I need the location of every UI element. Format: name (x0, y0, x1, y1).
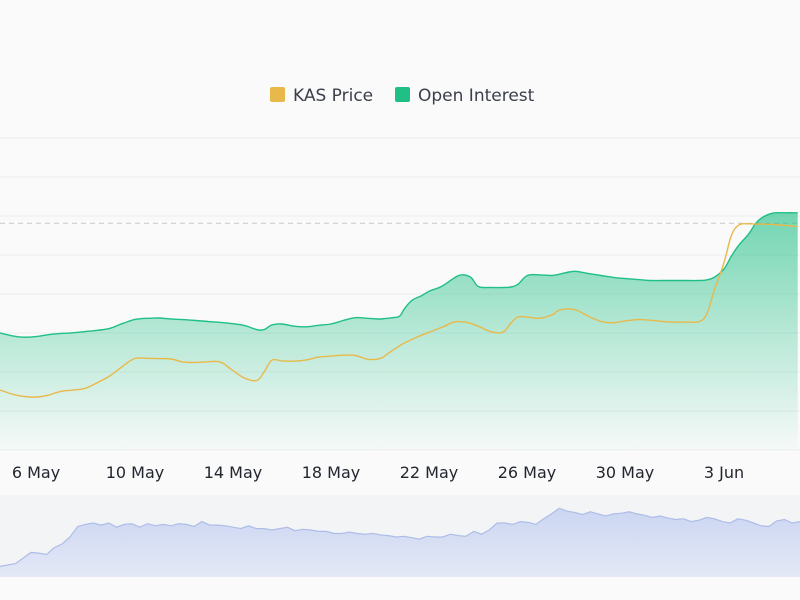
series-line-kas-price (0, 223, 798, 398)
legend: KAS Price Open Interest (270, 86, 535, 106)
x-axis: 6 May 10 May 14 May 18 May 22 May 26 May… (12, 463, 744, 482)
series-area-open-interest (0, 212, 798, 450)
legend-swatch-kas-price (270, 87, 285, 102)
series-layer (0, 212, 798, 450)
x-tick-label: 6 May (12, 463, 60, 482)
legend-item-open-interest[interactable]: Open Interest (395, 86, 535, 106)
x-tick-label: 22 May (400, 463, 459, 482)
navigator[interactable] (0, 495, 800, 577)
x-tick-label: 18 May (302, 463, 361, 482)
x-tick-label: 3 Jun (704, 463, 744, 482)
legend-item-kas-price[interactable]: KAS Price (270, 86, 373, 106)
navigator-series (0, 507, 800, 577)
x-tick-label: 30 May (596, 463, 655, 482)
series-line-open-interest (0, 212, 798, 338)
x-tick-label: 10 May (106, 463, 165, 482)
navigator-area (0, 508, 800, 577)
legend-swatch-open-interest (395, 87, 410, 102)
legend-label-kas-price: KAS Price (293, 86, 373, 106)
x-tick-label: 26 May (498, 463, 557, 482)
navigator-line (0, 507, 800, 567)
legend-label-open-interest: Open Interest (418, 86, 535, 106)
x-tick-label: 14 May (204, 463, 263, 482)
